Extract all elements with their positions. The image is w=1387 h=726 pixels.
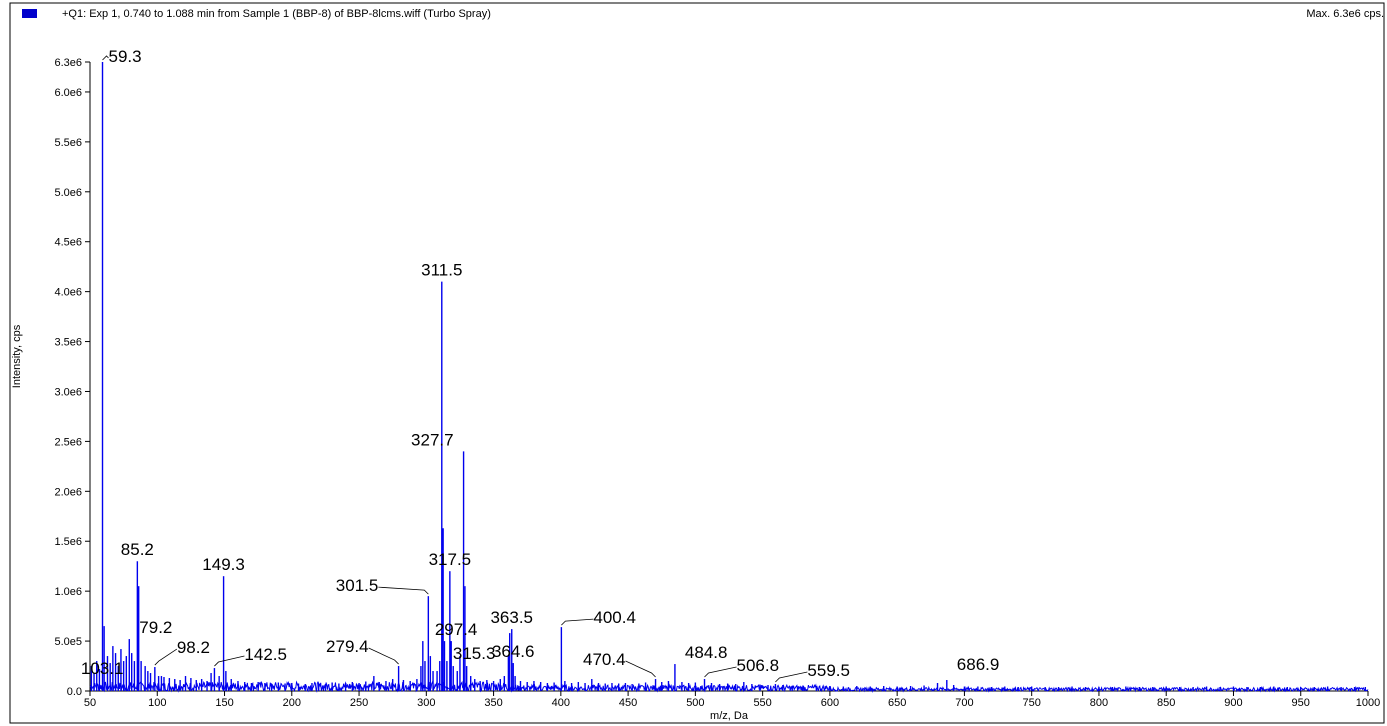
chart-border xyxy=(9,2,1385,724)
x-tick-label: 650 xyxy=(888,697,906,709)
x-tick-label: 250 xyxy=(350,697,368,709)
x-tick-label: 200 xyxy=(283,697,301,709)
peak-label: 297.4 xyxy=(435,620,478,639)
peak-label: 364.6 xyxy=(492,642,535,661)
peak-label: 470.4 xyxy=(583,650,626,669)
y-tick-label: 2.5e6 xyxy=(54,436,82,448)
y-axis-label: Intensity, cps xyxy=(11,324,23,388)
x-tick-label: 100 xyxy=(148,697,166,709)
x-tick-label: 750 xyxy=(1023,697,1041,709)
x-tick-label: 900 xyxy=(1224,697,1242,709)
peak-label: 311.5 xyxy=(421,261,462,280)
x-tick-label: 400 xyxy=(552,697,570,709)
x-tick-label: 1000 xyxy=(1356,697,1380,709)
y-tick-label: 2.0e6 xyxy=(54,486,82,498)
peak-label-leader xyxy=(378,586,429,595)
y-tick-label: 1.5e6 xyxy=(54,536,82,548)
y-tick-label: 5.0e5 xyxy=(54,636,82,648)
peak-label: 315.3 xyxy=(453,644,496,663)
legend-swatch xyxy=(22,9,37,18)
peak-label: 142.5 xyxy=(244,645,287,664)
peak-label-leader xyxy=(704,666,737,678)
y-tick-label: 1.0e6 xyxy=(54,586,82,598)
peak-label: 59.3 xyxy=(109,47,142,66)
y-tick-label: 4.5e6 xyxy=(54,237,82,249)
peak-label: 686.9 xyxy=(957,655,1000,674)
x-tick-label: 150 xyxy=(215,697,233,709)
y-tick-label: 3.0e6 xyxy=(54,386,82,398)
peak-label-leader xyxy=(154,648,178,666)
y-tick-label: 3.5e6 xyxy=(54,337,82,349)
spectrum-title: +Q1: Exp 1, 0.740 to 1.088 min from Samp… xyxy=(62,8,491,20)
peak-label: 363.5 xyxy=(490,608,533,627)
peak-label: 400.4 xyxy=(593,608,636,627)
y-tick-label: 5.0e6 xyxy=(54,187,82,199)
x-tick-label: 350 xyxy=(484,697,502,709)
peak-label: 484.8 xyxy=(685,643,728,662)
peak-label: 279.4 xyxy=(326,637,369,656)
peak-label: 79.2 xyxy=(139,618,172,637)
y-tick-label: 6.3e6 xyxy=(54,57,82,69)
max-intensity-label: Max. 6.3e6 cps. xyxy=(1306,8,1384,20)
peak-label-leader xyxy=(102,55,109,61)
peak-label-leader xyxy=(214,655,245,667)
x-tick-label: 600 xyxy=(821,697,839,709)
x-tick-label: 700 xyxy=(955,697,973,709)
peak-label-leader xyxy=(561,618,594,626)
peak-label: 149.3 xyxy=(202,555,245,574)
peak-label: 506.8 xyxy=(737,656,780,675)
x-tick-label: 500 xyxy=(686,697,704,709)
x-tick-label: 550 xyxy=(753,697,771,709)
peak-label: 98.2 xyxy=(177,638,210,657)
x-tick-label: 950 xyxy=(1292,697,1310,709)
y-tick-label: 0.0 xyxy=(67,686,82,698)
peak-label-leader xyxy=(368,647,399,665)
peak-label-leader xyxy=(625,660,656,678)
baseline-noise xyxy=(89,680,1369,693)
peak-label: 301.5 xyxy=(336,576,379,595)
peak-label: 327.7 xyxy=(411,430,454,449)
x-tick-label: 300 xyxy=(417,697,435,709)
x-tick-label: 800 xyxy=(1090,697,1108,709)
peak-label: 559.5 xyxy=(807,661,850,680)
y-tick-label: 6.0e6 xyxy=(54,87,82,99)
peak-label-leader xyxy=(775,671,808,683)
peak-label: 103.1 xyxy=(81,659,124,678)
x-tick-label: 850 xyxy=(1157,697,1175,709)
x-axis-label: m/z, Da xyxy=(710,710,749,722)
peak-label: 317.5 xyxy=(429,550,472,569)
x-tick-label: 450 xyxy=(619,697,637,709)
y-tick-label: 5.5e6 xyxy=(54,137,82,149)
y-tick-label: 4.0e6 xyxy=(54,287,82,299)
peak-label: 85.2 xyxy=(121,540,154,559)
x-tick-label: 50 xyxy=(84,697,96,709)
